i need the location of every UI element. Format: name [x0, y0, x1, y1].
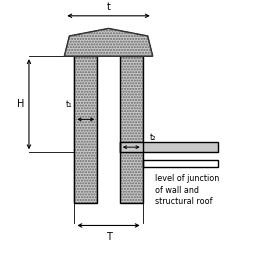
- Text: t₂: t₂: [150, 133, 157, 142]
- Bar: [120, 56, 143, 203]
- Bar: [74, 56, 97, 203]
- Bar: [74, 56, 97, 203]
- Text: H: H: [17, 99, 24, 109]
- Bar: [97, 56, 120, 203]
- Text: T: T: [106, 232, 112, 242]
- Text: t: t: [107, 2, 110, 12]
- Text: t₁: t₁: [66, 100, 73, 109]
- Text: level of junction
of wall and
structural roof: level of junction of wall and structural…: [155, 174, 219, 206]
- Polygon shape: [64, 28, 153, 56]
- Bar: [143, 160, 218, 167]
- Bar: [120, 56, 143, 203]
- Bar: [120, 142, 218, 152]
